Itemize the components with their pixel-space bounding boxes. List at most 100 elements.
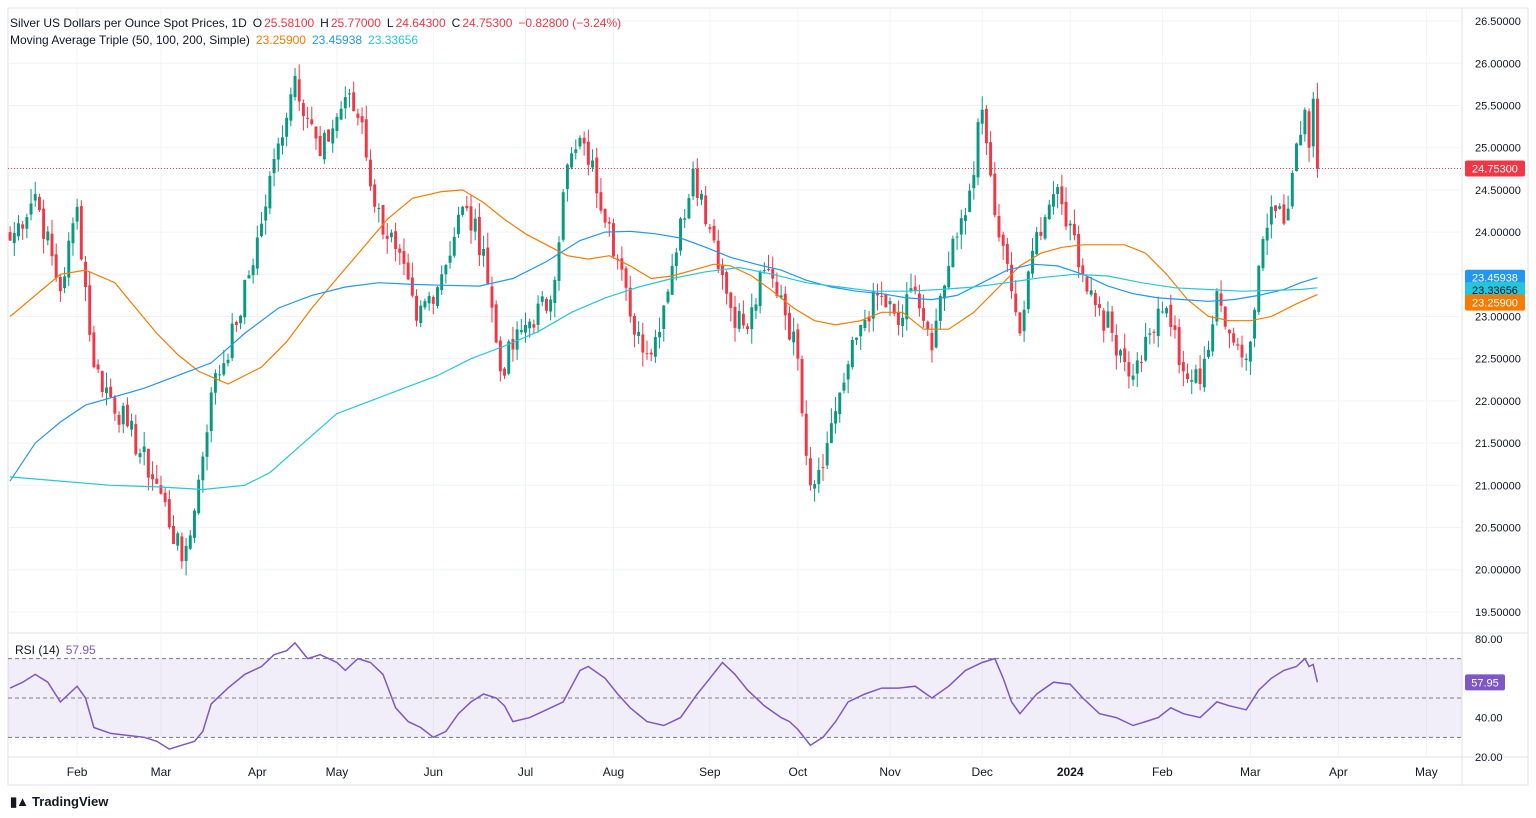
- candle-body: [901, 317, 905, 326]
- candle-body: [498, 340, 502, 372]
- ma-legend: Moving Average Triple (50, 100, 200, Sim…: [10, 32, 424, 48]
- candle-body: [268, 175, 272, 209]
- price-tick-label: 25.50000: [1475, 101, 1521, 113]
- candle-body: [63, 276, 67, 289]
- candle-body: [301, 103, 305, 117]
- candle-body: [75, 206, 79, 222]
- candle-body: [285, 117, 289, 137]
- candle-body: [540, 296, 544, 302]
- candle-body: [456, 214, 460, 235]
- candle-body: [427, 295, 431, 304]
- candle-body: [1307, 111, 1311, 148]
- candle-body: [130, 420, 134, 430]
- candle-body: [720, 265, 724, 275]
- candle-body: [515, 329, 519, 350]
- candle-body: [84, 261, 87, 288]
- candle-body: [218, 374, 222, 376]
- candle-body: [21, 224, 25, 229]
- candle-body: [532, 324, 536, 328]
- time-tick-label: Nov: [879, 765, 900, 779]
- candle-body: [1248, 341, 1252, 362]
- price-tick-label: 22.50000: [1475, 354, 1521, 366]
- candle-body: [159, 485, 163, 494]
- candle-body: [264, 206, 268, 221]
- candle-body: [352, 92, 356, 112]
- candle-body: [79, 206, 83, 260]
- time-tick-label: Sep: [699, 765, 721, 779]
- candle-body: [209, 392, 213, 432]
- candle-body: [628, 287, 632, 317]
- candle-body: [645, 353, 649, 355]
- candle-body: [377, 208, 381, 210]
- candle-body: [871, 290, 875, 319]
- candle-body: [1257, 265, 1261, 312]
- rsi-value-tag: [1465, 674, 1505, 691]
- candle-body: [230, 323, 234, 358]
- price-tick-label: 26.00000: [1475, 58, 1521, 70]
- candle-body: [1211, 324, 1215, 352]
- candle-body: [913, 286, 917, 292]
- candle-body: [473, 218, 477, 232]
- candle-body: [1010, 264, 1014, 292]
- candle-body: [46, 231, 50, 241]
- candle-body: [1148, 333, 1152, 335]
- candle-body: [561, 192, 565, 240]
- time-tick-label: Feb: [67, 765, 88, 779]
- candle-body: [984, 108, 988, 144]
- candle-body: [867, 316, 871, 322]
- candle-body: [1265, 227, 1269, 241]
- candle-body: [519, 330, 523, 333]
- candle-body: [419, 305, 423, 324]
- candle-body: [968, 190, 972, 212]
- candle-body: [863, 319, 867, 328]
- candle-body: [444, 265, 448, 275]
- candle-body: [1106, 311, 1110, 328]
- candle-body: [1261, 239, 1265, 269]
- candle-body: [637, 331, 641, 336]
- candle-body: [167, 499, 171, 528]
- rsi-tick-label: 40.00: [1475, 713, 1503, 725]
- ma100-legend-value: 23.45938: [311, 33, 363, 47]
- candle-body: [1186, 373, 1190, 380]
- candle-body: [825, 443, 829, 466]
- candle-body: [679, 218, 682, 251]
- candle-body: [1244, 358, 1248, 360]
- time-tick-label: Aug: [603, 765, 624, 779]
- tradingview-brand[interactable]: ▮▲ TradingView: [10, 794, 108, 810]
- time-tick-label: May: [326, 765, 349, 779]
- ma200-price-tag: [1465, 282, 1525, 299]
- candle-body: [373, 184, 377, 207]
- candle-body: [930, 332, 934, 351]
- candle-body: [917, 293, 921, 309]
- candle-body: [155, 478, 159, 484]
- candle-body: [1022, 309, 1026, 332]
- time-tick-label: Mar: [151, 765, 172, 779]
- candle-body: [804, 413, 808, 456]
- candle-body: [381, 205, 385, 235]
- candle-body: [754, 304, 758, 311]
- candle-body: [436, 287, 439, 307]
- ma50-legend-value: 23.25900: [255, 33, 306, 47]
- candle-body: [255, 237, 259, 269]
- time-tick-label: Dec: [972, 765, 993, 779]
- candle-body: [410, 277, 414, 296]
- candle-body: [586, 141, 590, 165]
- candle-body: [762, 270, 766, 272]
- candle-body: [213, 373, 217, 393]
- candle-body: [800, 358, 804, 414]
- price-tick-label: 24.00000: [1475, 227, 1521, 239]
- candle-body: [226, 359, 230, 364]
- candle-body: [595, 157, 599, 194]
- candle-body: [796, 329, 800, 359]
- candle-body: [348, 93, 351, 95]
- candle-body: [71, 223, 75, 244]
- candle-body: [138, 453, 142, 458]
- ohlc-legend: Silver US Dollars per Ounce Spot Prices,…: [10, 15, 627, 31]
- candle-body: [117, 414, 121, 425]
- candle-body: [691, 168, 695, 197]
- candle-body: [922, 308, 926, 321]
- ma100-price-tag: [1465, 269, 1525, 286]
- time-tick-label: 2024: [1057, 765, 1084, 779]
